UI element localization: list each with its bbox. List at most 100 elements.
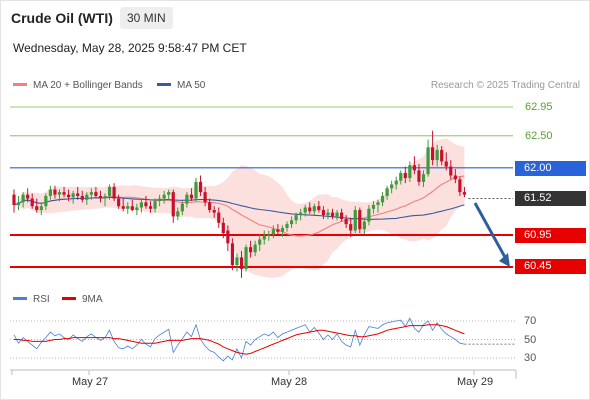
x-axis (10, 369, 517, 379)
candle-body (303, 207, 307, 213)
candle (253, 240, 257, 257)
candle (421, 170, 426, 187)
candle-body (194, 181, 198, 199)
candle (308, 202, 312, 214)
rsi-tick-30: 30 (524, 352, 537, 364)
candle-body (444, 161, 448, 167)
candle (94, 187, 98, 198)
bollinger-band (14, 138, 465, 278)
timeframe-badge[interactable]: 30 MIN (120, 7, 173, 29)
candle (262, 230, 266, 245)
candle (57, 189, 62, 202)
candle-body (112, 187, 116, 199)
candle (244, 244, 248, 272)
candle-body (176, 211, 180, 217)
timestamp: Wednesday, May 28, 2025 9:58:47 PM CET (13, 41, 247, 55)
candle-body (431, 147, 435, 161)
candle (117, 194, 121, 209)
candle-body (385, 188, 389, 196)
candle-body (321, 210, 325, 216)
candle-body (344, 219, 348, 225)
candle-body (30, 198, 34, 207)
candle-body (312, 206, 316, 212)
candle-body (330, 212, 335, 217)
candle (44, 193, 48, 211)
candle-body (144, 202, 148, 207)
projection-arrow (473, 202, 508, 260)
candle-body (12, 194, 16, 205)
candle (285, 221, 289, 232)
candle-body (135, 207, 139, 211)
candle (417, 163, 421, 186)
candle (35, 198, 39, 213)
candle-body (426, 147, 430, 175)
candle (39, 202, 43, 216)
candle-body (258, 239, 262, 245)
candle (380, 192, 385, 207)
rsi-line (13, 317, 465, 362)
candle (358, 207, 362, 234)
candle (335, 210, 339, 221)
candle-body (253, 244, 257, 253)
level-tag-62-00: 62.00 (515, 161, 586, 176)
candle (385, 185, 389, 200)
candle (171, 189, 175, 223)
candle (462, 187, 467, 198)
candle-body (153, 201, 157, 209)
candle-body (380, 195, 385, 203)
candle-body (121, 206, 125, 209)
candle-body (299, 212, 303, 216)
candle-body (80, 195, 84, 200)
candle-body (294, 215, 298, 221)
candle (367, 204, 371, 226)
candle (208, 198, 212, 213)
candle (121, 198, 125, 212)
candle (30, 193, 34, 209)
candle (453, 169, 457, 184)
candle-body (435, 149, 439, 161)
ma50-swatch (157, 82, 171, 86)
candle (249, 240, 253, 258)
candle (103, 193, 107, 207)
rsi-pane (10, 317, 516, 362)
candle (390, 180, 394, 194)
candle (431, 130, 435, 166)
level-tag-60-45: 60.45 (515, 259, 586, 274)
candle (112, 183, 116, 202)
candle-body (249, 247, 253, 253)
candle-body (317, 206, 321, 211)
candle (148, 201, 153, 213)
candle (321, 206, 325, 219)
candle-body (308, 207, 312, 212)
candle-body (376, 202, 380, 205)
candle-body (221, 222, 225, 234)
candle (53, 185, 57, 199)
candle-body (85, 194, 89, 200)
candle-body (62, 192, 66, 195)
candle-body (185, 194, 189, 204)
candle (80, 190, 84, 203)
candle-body (148, 206, 153, 209)
candle-body (53, 189, 57, 195)
candle (139, 199, 143, 213)
candle-body (103, 195, 107, 199)
candle-body (217, 212, 221, 223)
candle-body (57, 192, 62, 195)
candle-body (453, 175, 457, 180)
candle-body (349, 224, 353, 231)
candle-body (16, 202, 21, 205)
candle (349, 217, 353, 237)
candle-body (167, 192, 171, 195)
projection-arrowhead (499, 253, 510, 267)
candle-body (198, 181, 203, 193)
candle (130, 199, 134, 212)
rsi-ma-swatch (62, 296, 76, 300)
candle-body (21, 194, 25, 203)
candle-body (367, 208, 371, 222)
level-label-62-50: 62.50 (525, 130, 553, 142)
candle-body (89, 192, 93, 195)
candle (16, 195, 21, 211)
candle-body (162, 194, 166, 199)
candle (435, 144, 439, 167)
candle (180, 201, 184, 216)
